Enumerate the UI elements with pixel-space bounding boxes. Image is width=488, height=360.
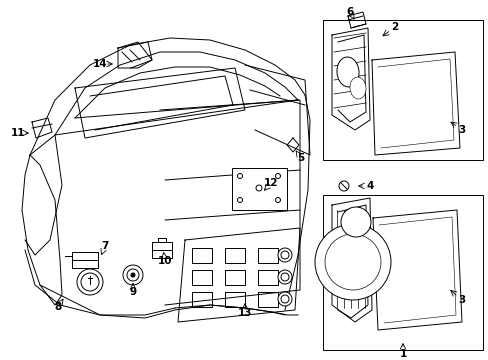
Text: 7: 7 — [101, 241, 108, 251]
Circle shape — [338, 181, 348, 191]
Circle shape — [256, 185, 262, 191]
Circle shape — [275, 174, 280, 179]
Circle shape — [281, 295, 288, 303]
Bar — [323, 20, 482, 160]
Ellipse shape — [336, 57, 358, 87]
Circle shape — [340, 207, 370, 237]
Text: 13: 13 — [237, 308, 252, 318]
Circle shape — [123, 265, 142, 285]
Text: 10: 10 — [158, 256, 172, 266]
Circle shape — [237, 174, 242, 179]
Text: 3: 3 — [457, 125, 465, 135]
Circle shape — [281, 251, 288, 259]
Circle shape — [281, 273, 288, 281]
Text: 5: 5 — [297, 153, 304, 163]
Circle shape — [131, 273, 135, 277]
Text: 14: 14 — [93, 59, 107, 69]
Text: 11: 11 — [11, 128, 25, 138]
Ellipse shape — [349, 77, 366, 99]
Circle shape — [237, 198, 242, 202]
Text: 6: 6 — [346, 7, 353, 17]
Bar — [323, 195, 482, 350]
Circle shape — [314, 224, 390, 300]
Text: 4: 4 — [366, 181, 373, 191]
Text: 8: 8 — [54, 302, 61, 312]
Text: 9: 9 — [129, 287, 136, 297]
Bar — [231, 168, 286, 210]
Text: 3: 3 — [457, 295, 465, 305]
Circle shape — [127, 269, 139, 281]
Circle shape — [325, 234, 380, 290]
Text: 2: 2 — [390, 22, 398, 32]
Circle shape — [278, 248, 291, 262]
Text: 12: 12 — [263, 178, 278, 188]
Circle shape — [275, 198, 280, 202]
Circle shape — [278, 270, 291, 284]
Text: 1: 1 — [399, 349, 406, 359]
Circle shape — [81, 273, 99, 291]
Circle shape — [77, 269, 103, 295]
Circle shape — [278, 292, 291, 306]
